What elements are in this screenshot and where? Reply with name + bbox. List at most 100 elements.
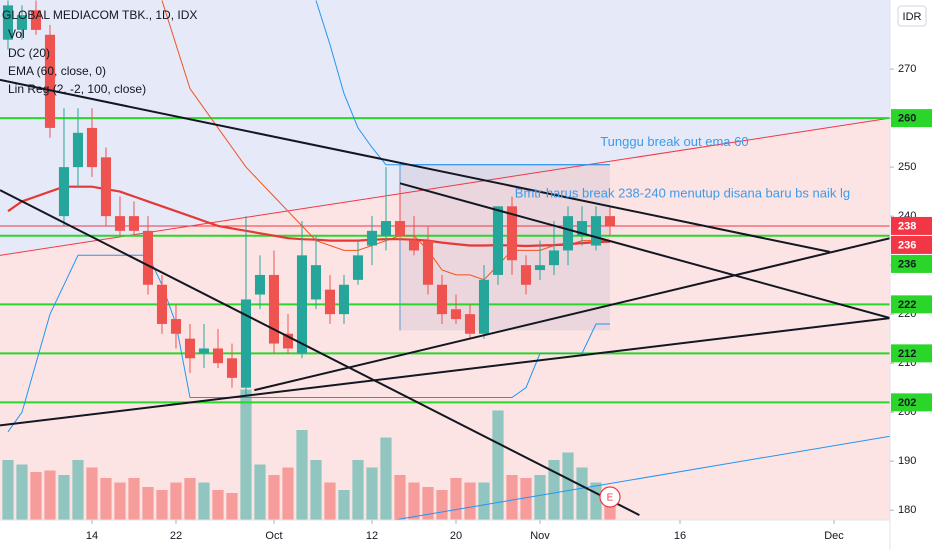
donchian-upper bbox=[315, 0, 610, 166]
candle-body bbox=[30, 10, 42, 30]
candle-body bbox=[156, 284, 168, 324]
trendline bbox=[0, 317, 890, 427]
price-label: 260 bbox=[898, 113, 916, 125]
x-tick-label: Dec bbox=[824, 530, 844, 542]
volume-bar bbox=[310, 460, 322, 520]
candle-body bbox=[16, 15, 28, 30]
volume-bar bbox=[100, 478, 112, 520]
candle-body bbox=[240, 299, 252, 388]
volume-bar bbox=[72, 460, 84, 520]
candle-body bbox=[310, 265, 322, 300]
currency[interactable]: IDR bbox=[903, 11, 922, 23]
axes: 1801902002102202302402502602701422Oct122… bbox=[86, 63, 932, 542]
candle-body bbox=[478, 279, 490, 334]
volume-bar bbox=[198, 482, 210, 520]
candle-body bbox=[44, 34, 56, 128]
candle-body bbox=[72, 132, 84, 168]
legend-item: Vol bbox=[8, 27, 25, 41]
candle-body bbox=[198, 348, 210, 354]
candle-body bbox=[436, 284, 448, 315]
x-tick-label: Oct bbox=[265, 530, 282, 542]
candle-body bbox=[226, 358, 238, 378]
legend-item: EMA (60, close, 0) bbox=[8, 64, 106, 78]
candle-body bbox=[394, 221, 406, 236]
currency-box[interactable] bbox=[897, 5, 927, 27]
volume-bar bbox=[506, 475, 518, 520]
volume-bar bbox=[408, 482, 420, 520]
volume-bar bbox=[380, 437, 392, 520]
volume-bar bbox=[2, 460, 14, 520]
x-tick-label: Nov bbox=[530, 530, 550, 542]
candle-body bbox=[548, 250, 560, 266]
candle-body bbox=[576, 221, 588, 236]
volume-bar bbox=[296, 430, 308, 520]
price-label-box bbox=[891, 254, 932, 273]
annotation: Tunggu break out ema 60 bbox=[600, 134, 748, 149]
trendline bbox=[399, 182, 890, 320]
candle-body bbox=[58, 167, 70, 217]
candle-body bbox=[464, 314, 476, 334]
volume-bar bbox=[394, 475, 406, 520]
price-label-box bbox=[891, 109, 932, 128]
volume-bar bbox=[184, 478, 196, 520]
candle-body bbox=[604, 216, 616, 226]
price-label: 202 bbox=[898, 397, 916, 409]
earnings-marker bbox=[599, 486, 621, 508]
candle-body bbox=[492, 206, 504, 275]
volume-bar bbox=[86, 467, 98, 520]
candle-body bbox=[422, 240, 434, 285]
price-label-box bbox=[891, 235, 932, 254]
trendline bbox=[0, 78, 831, 253]
volume-bar bbox=[422, 487, 434, 520]
volume-bar bbox=[534, 475, 546, 520]
linreg-lower bbox=[394, 435, 890, 520]
y-tick-label: 250 bbox=[898, 161, 916, 173]
y-tick-label: 270 bbox=[898, 63, 916, 75]
candle-body bbox=[100, 157, 112, 217]
volume-bar bbox=[170, 482, 182, 520]
plot-area bbox=[0, 0, 890, 520]
x-tick-label: 12 bbox=[366, 530, 378, 542]
y-tick-label: 180 bbox=[898, 504, 916, 516]
volume-bar bbox=[590, 482, 602, 520]
candle-body bbox=[590, 216, 602, 246]
candle-body bbox=[268, 274, 280, 344]
volume-bar bbox=[352, 460, 364, 520]
volume-bar bbox=[562, 452, 574, 520]
candle-body bbox=[352, 255, 364, 280]
donchian-lower bbox=[7, 254, 610, 433]
candle-body bbox=[366, 230, 378, 246]
volume-bar bbox=[240, 389, 252, 520]
candle-body bbox=[296, 255, 308, 354]
volume-bar bbox=[114, 482, 126, 520]
candle-body bbox=[142, 230, 154, 285]
candle-body bbox=[170, 319, 182, 334]
candle-body bbox=[184, 338, 196, 359]
volume-bar bbox=[576, 467, 588, 520]
x-tick-label: 16 bbox=[674, 530, 686, 542]
volume-bar bbox=[450, 478, 462, 520]
y-tick-label: 190 bbox=[898, 455, 916, 467]
x-tick-label: 14 bbox=[86, 530, 98, 542]
volume-bar bbox=[44, 470, 56, 520]
volume-bar bbox=[548, 460, 560, 520]
candle-body bbox=[562, 216, 574, 251]
x-tick-label: 22 bbox=[170, 530, 182, 542]
price-label-box bbox=[891, 216, 932, 235]
chart-title: GLOBAL MEDIACOM TBK., 1D, IDX bbox=[2, 8, 197, 22]
price-label: 236 bbox=[898, 258, 916, 270]
candle-body bbox=[324, 289, 336, 315]
volume-bar bbox=[58, 475, 70, 520]
candle-body bbox=[534, 265, 546, 271]
x-tick-label: 20 bbox=[450, 530, 462, 542]
candle-body bbox=[380, 221, 392, 236]
volume-bar bbox=[282, 467, 294, 520]
legend-item: DC (20) bbox=[8, 46, 50, 60]
volume-bar bbox=[226, 493, 238, 520]
price-label: 236 bbox=[898, 239, 916, 251]
volume-bar bbox=[338, 490, 350, 520]
candle-body bbox=[506, 206, 518, 261]
price-label-box bbox=[891, 344, 932, 363]
trendline bbox=[254, 237, 890, 392]
